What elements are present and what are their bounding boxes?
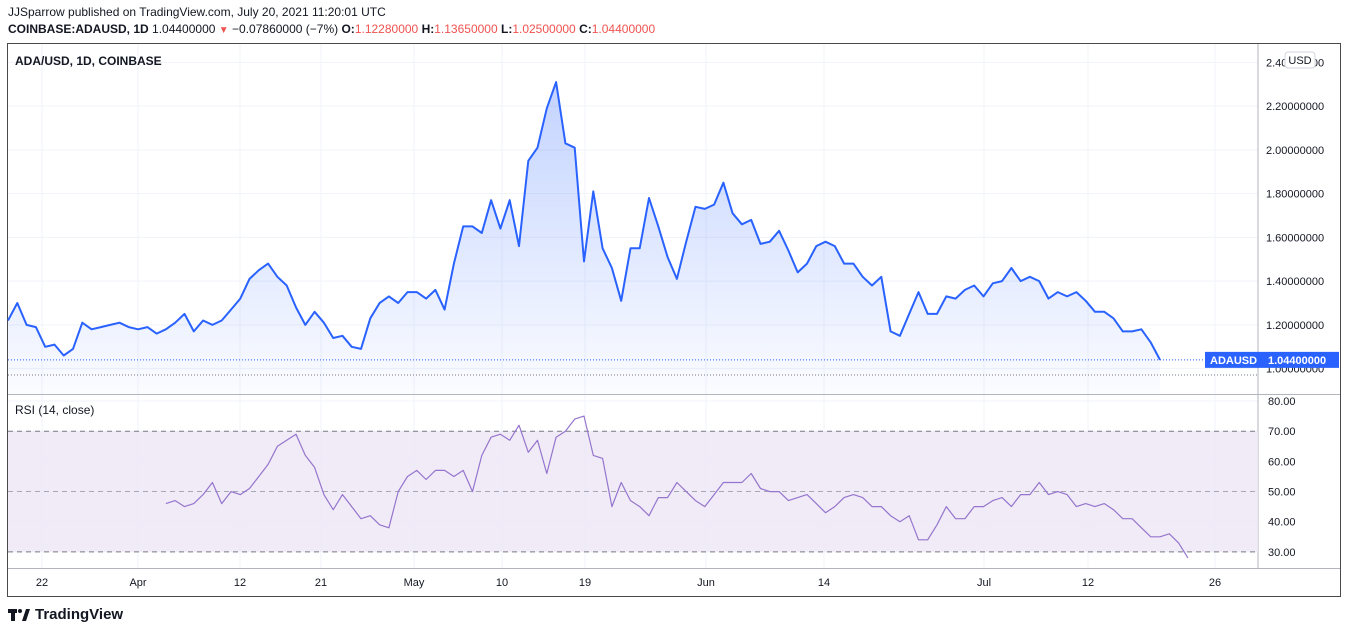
price-pane-title: ADA/USD, 1D, COINBASE [15,54,162,68]
rsi-series-line [165,415,1189,559]
open-label: O: [341,22,355,36]
rsi-tick-label: 50.00 [1268,487,1296,499]
currency-label: USD [1288,55,1311,67]
footer-brand: TradingView [8,606,123,623]
symbol-info-line: COINBASE:ADAUSD, 1D 1.04400000 ▼ −0.0786… [8,22,655,36]
time-tick-label: 12 [234,577,246,589]
time-tick-label: 14 [818,577,830,589]
time-tick-label: Jul [977,577,991,589]
price-chart[interactable]: 1.000000001.200000001.400000001.60000000… [0,0,1348,600]
time-tick-label: 21 [315,577,327,589]
time-tick-label: Apr [129,577,146,589]
price-tick-label: 2.00000000 [1266,145,1324,157]
rsi-pane-title: RSI (14, close) [15,403,94,417]
rsi-tick-label: 60.00 [1268,456,1296,468]
brand-name: TradingView [35,606,124,623]
low-label: L: [500,22,513,36]
rsi-tick-label: 70.00 [1268,426,1296,438]
time-tick-label: 12 [1082,577,1094,589]
high-value: 1.13650000 [434,22,498,36]
low-value: 1.02500000 [512,22,576,36]
time-tick-label: 26 [1209,577,1221,589]
time-tick-label: May [404,577,425,589]
price-series-line [7,81,1161,361]
last-price-tag-symbol: ADAUSD [1210,355,1257,367]
high-label: H: [421,22,435,36]
last-price-tag-value: 1.04400000 [1268,355,1326,367]
price-tick-label: 2.20000000 [1266,101,1324,113]
open-value: 1.12280000 [354,22,419,36]
last-price-tag [1205,351,1339,368]
time-tick-label: Jun [697,577,715,589]
symbol-name[interactable]: COINBASE:ADAUSD, 1D [8,22,149,36]
tradingview-logo-icon [8,608,30,621]
close-label: C: [579,22,592,36]
price-tick-label: 1.80000000 [1266,189,1324,201]
down-arrow-icon: ▼ [218,25,229,36]
rsi-tick-label: 80.00 [1268,396,1296,408]
price-tick-label: 1.40000000 [1266,276,1324,288]
price-tick-label: 1.20000000 [1266,320,1324,332]
last-price: 1.04400000 [152,22,216,36]
price-tick-label: 1.60000000 [1266,232,1324,244]
price-area-fill [8,82,1160,394]
currency-badge [1284,51,1316,69]
close-value: 1.04400000 [591,22,656,36]
published-line: JJSparrow published on TradingView.com, … [8,5,386,19]
time-tick-label: 10 [496,577,508,589]
time-tick-label: 22 [36,577,48,589]
rsi-tick-label: 40.00 [1268,517,1296,529]
rsi-tick-label: 30.00 [1268,547,1296,559]
time-tick-label: 19 [579,577,591,589]
price-change: −0.07860000 (−7%) [232,22,339,36]
